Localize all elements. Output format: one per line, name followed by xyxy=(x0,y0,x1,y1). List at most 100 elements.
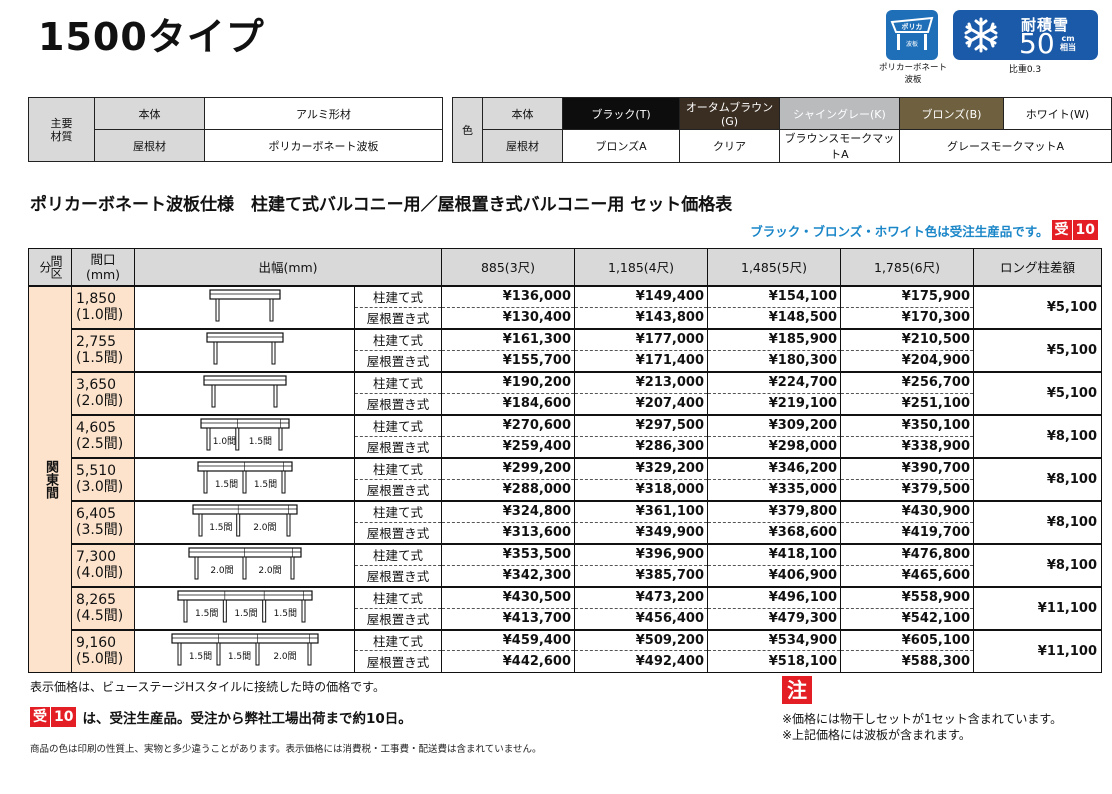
made-to-order-badge: 受 10 xyxy=(30,707,77,727)
note-badge: 注 xyxy=(782,676,812,704)
header-long-post: ロング柱差額 xyxy=(973,248,1102,286)
price-cell: ¥396,900 xyxy=(574,542,708,566)
polycarbonate-corrugated-icon: ポリカ 波板 xyxy=(886,10,938,60)
price-cell: ¥219,100 xyxy=(707,392,841,415)
polycarbonate-caption: ポリカーボネート 波板 xyxy=(878,63,947,85)
type-label: 柱建て式 xyxy=(354,370,442,394)
price-table: 間区分 間口 (mm) 出幅(mm) 885(3尺) 1,185(4尺) 1,48… xyxy=(28,248,1102,673)
table-row: 3,650 (2.0間) 柱建て式 ¥190,200 ¥213,000 ¥224,700 ¥… xyxy=(29,370,1102,415)
price-cell: ¥149,400 xyxy=(574,284,708,308)
price-cell: ¥324,800 xyxy=(441,499,575,523)
price-cell: ¥309,200 xyxy=(707,413,841,437)
roof-color-brown-smoke-matte-a: ブラウンスモークマットA xyxy=(778,129,901,163)
price-cell: ¥379,500 xyxy=(840,478,974,501)
price-cell: ¥204,900 xyxy=(840,349,974,372)
footer-note-connection: 表示価格は、ビューステージHスタイルに接続した時の価格です。 xyxy=(30,680,385,694)
svg-text:1.5間: 1.5間 xyxy=(248,436,271,447)
type-label: 柱建て式 xyxy=(354,456,442,480)
width-cell: 7,300 (4.0間) xyxy=(71,542,135,587)
price-cell: ¥406,900 xyxy=(707,564,841,587)
balcony-diagram: 1.5間 1.5間 xyxy=(134,456,355,501)
price-cell: ¥456,400 xyxy=(574,607,708,630)
price-cell: ¥588,300 xyxy=(840,650,974,673)
price-cell: ¥136,000 xyxy=(441,284,575,308)
type-label: 屋根置き式 xyxy=(354,392,442,415)
svg-text:1.5間: 1.5間 xyxy=(227,651,250,662)
price-cell: ¥155,700 xyxy=(441,349,575,372)
price-cell: ¥148,500 xyxy=(707,306,841,329)
balcony-diagram: 1.5間 1.5間 2.0間 xyxy=(134,628,355,673)
price-cell: ¥465,600 xyxy=(840,564,974,587)
balcony-diagram: 1.5間 2.0間 xyxy=(134,499,355,544)
table-row: 屋根置き式 ¥413,700 ¥456,400 ¥479,300 ¥542,100 xyxy=(29,607,1102,630)
kubun-cell: 関東間 xyxy=(28,284,72,673)
type-label: 屋根置き式 xyxy=(354,478,442,501)
price-cell: ¥170,300 xyxy=(840,306,974,329)
width-cell: 9,160 (5.0間) xyxy=(71,628,135,673)
materials-group-label: 主要材質 xyxy=(28,97,95,162)
price-cell: ¥297,500 xyxy=(574,413,708,437)
header-col-1485: 1,485(5尺) xyxy=(707,248,841,286)
price-cell: ¥298,000 xyxy=(707,435,841,458)
svg-text:1.5間: 1.5間 xyxy=(209,522,232,533)
price-cell: ¥385,700 xyxy=(574,564,708,587)
price-cell: ¥154,100 xyxy=(707,284,841,308)
price-cell: ¥210,500 xyxy=(840,327,974,351)
price-cell: ¥379,800 xyxy=(707,499,841,523)
price-cell: ¥335,000 xyxy=(707,478,841,501)
roof-color-bronze-a: ブロンズA xyxy=(561,129,681,163)
table-row: 屋根置き式 ¥313,600 ¥349,900 ¥368,600 ¥419,700 xyxy=(29,521,1102,544)
footer-note-made-to-order: 受 10 は、受注生産品。受注から弊社工場出荷まで約10日。 xyxy=(30,707,412,727)
long-post-price: ¥11,100 xyxy=(973,585,1102,630)
price-cell: ¥509,200 xyxy=(574,628,708,652)
price-cell: ¥496,100 xyxy=(707,585,841,609)
price-cell: ¥251,100 xyxy=(840,392,974,415)
roof-color-gray-smoke-matte-a: グレースモークマットA xyxy=(899,129,1112,163)
header-col-885: 885(3尺) xyxy=(441,248,575,286)
type-label: 屋根置き式 xyxy=(354,521,442,544)
section-title: ポリカーボネート波板仕様 柱建て式バルコニー用／屋根置き式バルコニー用 セット価… xyxy=(30,195,733,215)
price-cell: ¥418,100 xyxy=(707,542,841,566)
price-cell: ¥213,000 xyxy=(574,370,708,394)
colors-table: 色 本体 ブラック(T) オータムブラウン(G) シャイングレー(K) ブロンズ… xyxy=(452,97,1112,163)
type-label: 柱建て式 xyxy=(354,284,442,308)
type-label: 柱建て式 xyxy=(354,628,442,652)
price-cell: ¥353,500 xyxy=(441,542,575,566)
note-laundry-set: ※価格には物干しセットが1セット含まれています。 xyxy=(782,712,1063,726)
snowflake-icon xyxy=(964,17,998,53)
table-row: 屋根置き式 ¥130,400 ¥143,800 ¥148,500 ¥170,300 xyxy=(29,306,1102,329)
long-post-price: ¥5,100 xyxy=(973,327,1102,372)
balcony-diagram: 1.0間 1.5間 xyxy=(134,413,355,458)
long-post-price: ¥11,100 xyxy=(973,628,1102,673)
long-post-price: ¥8,100 xyxy=(973,413,1102,458)
price-cell: ¥329,200 xyxy=(574,456,708,480)
width-cell: 5,510 (3.0間) xyxy=(71,456,135,501)
price-cell: ¥459,400 xyxy=(441,628,575,652)
type-label: 屋根置き式 xyxy=(354,435,442,458)
price-cell: ¥175,900 xyxy=(840,284,974,308)
price-cell: ¥185,900 xyxy=(707,327,841,351)
price-cell: ¥342,300 xyxy=(441,564,575,587)
color-roof-label: 屋根材 xyxy=(482,129,563,163)
width-cell: 8,265 (4.5間) xyxy=(71,585,135,630)
type-label: 柱建て式 xyxy=(354,327,442,351)
price-cell: ¥270,600 xyxy=(441,413,575,437)
price-cell: ¥390,700 xyxy=(840,456,974,480)
made-to-order-notice: ブラック・ブロンズ・ホワイト色は受注生産品です。 受 10 xyxy=(750,220,1098,240)
table-row: 5,510 (3.0間) 1.5間 1.5間 柱建て式 ¥299,200 ¥329,200 ¥… xyxy=(29,456,1102,501)
svg-text:2.0間: 2.0間 xyxy=(253,522,276,533)
price-cell: ¥430,900 xyxy=(840,499,974,523)
type-label: 柱建て式 xyxy=(354,542,442,566)
price-cell: ¥542,100 xyxy=(840,607,974,630)
color-swatch-autumn-brown: オータムブラウン(G) xyxy=(679,97,780,130)
color-body-label: 本体 xyxy=(482,97,563,130)
price-cell: ¥605,100 xyxy=(840,628,974,652)
table-row: 屋根置き式 ¥342,300 ¥385,700 ¥406,900 ¥465,600 xyxy=(29,564,1102,587)
price-cell: ¥207,400 xyxy=(574,392,708,415)
header-maguchi: 間口 (mm) xyxy=(71,248,135,286)
table-row: 7,300 (4.0間) 2.0間 2.0間 柱建て式 ¥353,500 ¥396,900 ¥… xyxy=(29,542,1102,587)
price-cell: ¥442,600 xyxy=(441,650,575,673)
type-label: 屋根置き式 xyxy=(354,349,442,372)
price-cell: ¥361,100 xyxy=(574,499,708,523)
width-cell: 2,755 (1.5間) xyxy=(71,327,135,372)
